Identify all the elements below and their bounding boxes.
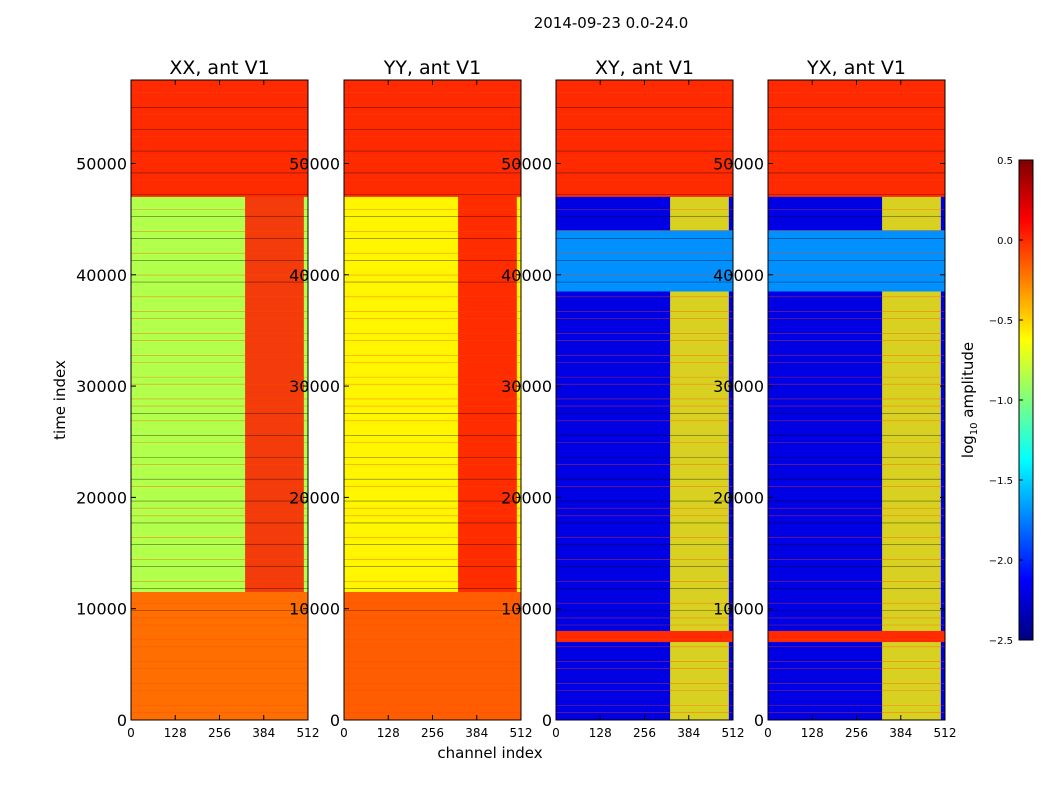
- y-tick-label: 30000: [289, 377, 340, 396]
- colorbar-tick-label: −1.0: [989, 396, 1013, 407]
- y-tick-label: 0: [117, 711, 127, 730]
- x-tick-label: 256: [633, 726, 656, 740]
- colorbar-tick-label: −1.5: [989, 476, 1013, 487]
- time-band: [556, 80, 733, 197]
- y-tick-label: 30000: [713, 377, 764, 396]
- colorbar-tick-label: 0.0: [997, 236, 1013, 247]
- y-tick-label: 0: [330, 711, 340, 730]
- x-tick-label: 512: [297, 726, 320, 740]
- time-band: [344, 80, 521, 197]
- y-tick-label: 10000: [501, 600, 552, 619]
- colorbar-label-sub: 10: [969, 422, 980, 435]
- x-tick-label: 384: [465, 726, 488, 740]
- figure-title: 2014-09-23 0.0-24.0: [534, 14, 689, 32]
- x-tick-label: 384: [677, 726, 700, 740]
- y-tick-label: 50000: [713, 154, 764, 173]
- y-tick-label: 50000: [501, 154, 552, 173]
- y-tick-label: 0: [542, 711, 552, 730]
- heatmap-panel: XY, ant V1 0 128 256 384 512 0 10000 20000 30000 4…: [501, 57, 744, 740]
- y-axis-label: time index: [51, 360, 69, 440]
- time-band: [768, 630, 945, 643]
- y-tick-label: 10000: [76, 600, 127, 619]
- y-tick-label: 40000: [501, 266, 552, 285]
- y-tick-label: 0: [754, 711, 764, 730]
- y-tick-label: 10000: [289, 600, 340, 619]
- x-tick-label: 512: [934, 726, 957, 740]
- colorbar-tick-label: −0.5: [989, 316, 1013, 327]
- panel-title: XX, ant V1: [169, 57, 269, 79]
- y-tick-label: 30000: [76, 377, 127, 396]
- colorbar-label: log10 amplitude: [959, 342, 980, 458]
- x-tick-label: 128: [164, 726, 187, 740]
- y-tick-label: 40000: [289, 266, 340, 285]
- x-tick-label: 384: [252, 726, 275, 740]
- y-tick-label: 30000: [501, 377, 552, 396]
- x-tick-label: 128: [801, 726, 824, 740]
- colorbar-tick-label: −2.5: [989, 636, 1013, 647]
- y-tick-label: 10000: [713, 600, 764, 619]
- x-axis-label: channel index: [437, 744, 542, 762]
- heatmap-panels: XX, ant V1 0 128 256 384 512 0 10000 20000 30000 4…: [51, 57, 956, 762]
- x-tick-label: 512: [722, 726, 745, 740]
- colorbar-tick-label: 0.5: [997, 156, 1013, 167]
- y-tick-label: 50000: [76, 154, 127, 173]
- y-tick-label: 20000: [501, 488, 552, 507]
- x-tick-label: 256: [208, 726, 231, 740]
- x-tick-label: 0: [127, 726, 135, 740]
- heatmap-panel: YX, ant V1 0 128 256 384 512 0 10000 20000 30000 4…: [713, 57, 956, 740]
- time-band: [131, 80, 308, 197]
- time-band: [131, 592, 308, 720]
- x-tick-label: 384: [889, 726, 912, 740]
- x-tick-label: 0: [552, 726, 560, 740]
- panel-title: YX, ant V1: [806, 57, 906, 79]
- time-band: [768, 230, 945, 292]
- x-tick-label: 256: [421, 726, 444, 740]
- x-tick-label: 512: [510, 726, 533, 740]
- time-band: [556, 230, 733, 292]
- y-tick-label: 40000: [713, 266, 764, 285]
- panel-title: XY, ant V1: [595, 57, 694, 79]
- x-tick-label: 128: [377, 726, 400, 740]
- time-band: [768, 80, 945, 197]
- y-tick-label: 40000: [76, 266, 127, 285]
- colorbar-label-log: log: [959, 435, 977, 458]
- heatmap-panel: YY, ant V1 0 128 256 384 512 0 10000 20000 30000 4…: [289, 57, 543, 762]
- heatmap-panel: XX, ant V1 0 128 256 384 512 0 10000 20000 30000 4…: [51, 57, 319, 740]
- y-tick-label: 20000: [76, 488, 127, 507]
- y-tick-label: 20000: [713, 488, 764, 507]
- colorbar-label-rest: amplitude: [959, 342, 977, 423]
- x-tick-label: 256: [845, 726, 868, 740]
- panel-title: YY, ant V1: [383, 57, 482, 79]
- y-tick-label: 20000: [289, 488, 340, 507]
- x-tick-label: 128: [589, 726, 612, 740]
- colorbar: 0.5 0.0 −0.5 −1.0 −1.5 −2.0 −2.5 log10 amplitud…: [959, 156, 1034, 647]
- y-tick-label: 50000: [289, 154, 340, 173]
- time-band: [344, 592, 521, 720]
- x-tick-label: 0: [340, 726, 348, 740]
- x-tick-label: 0: [764, 726, 772, 740]
- colorbar-tick-label: −2.0: [989, 556, 1013, 567]
- time-band: [556, 630, 733, 643]
